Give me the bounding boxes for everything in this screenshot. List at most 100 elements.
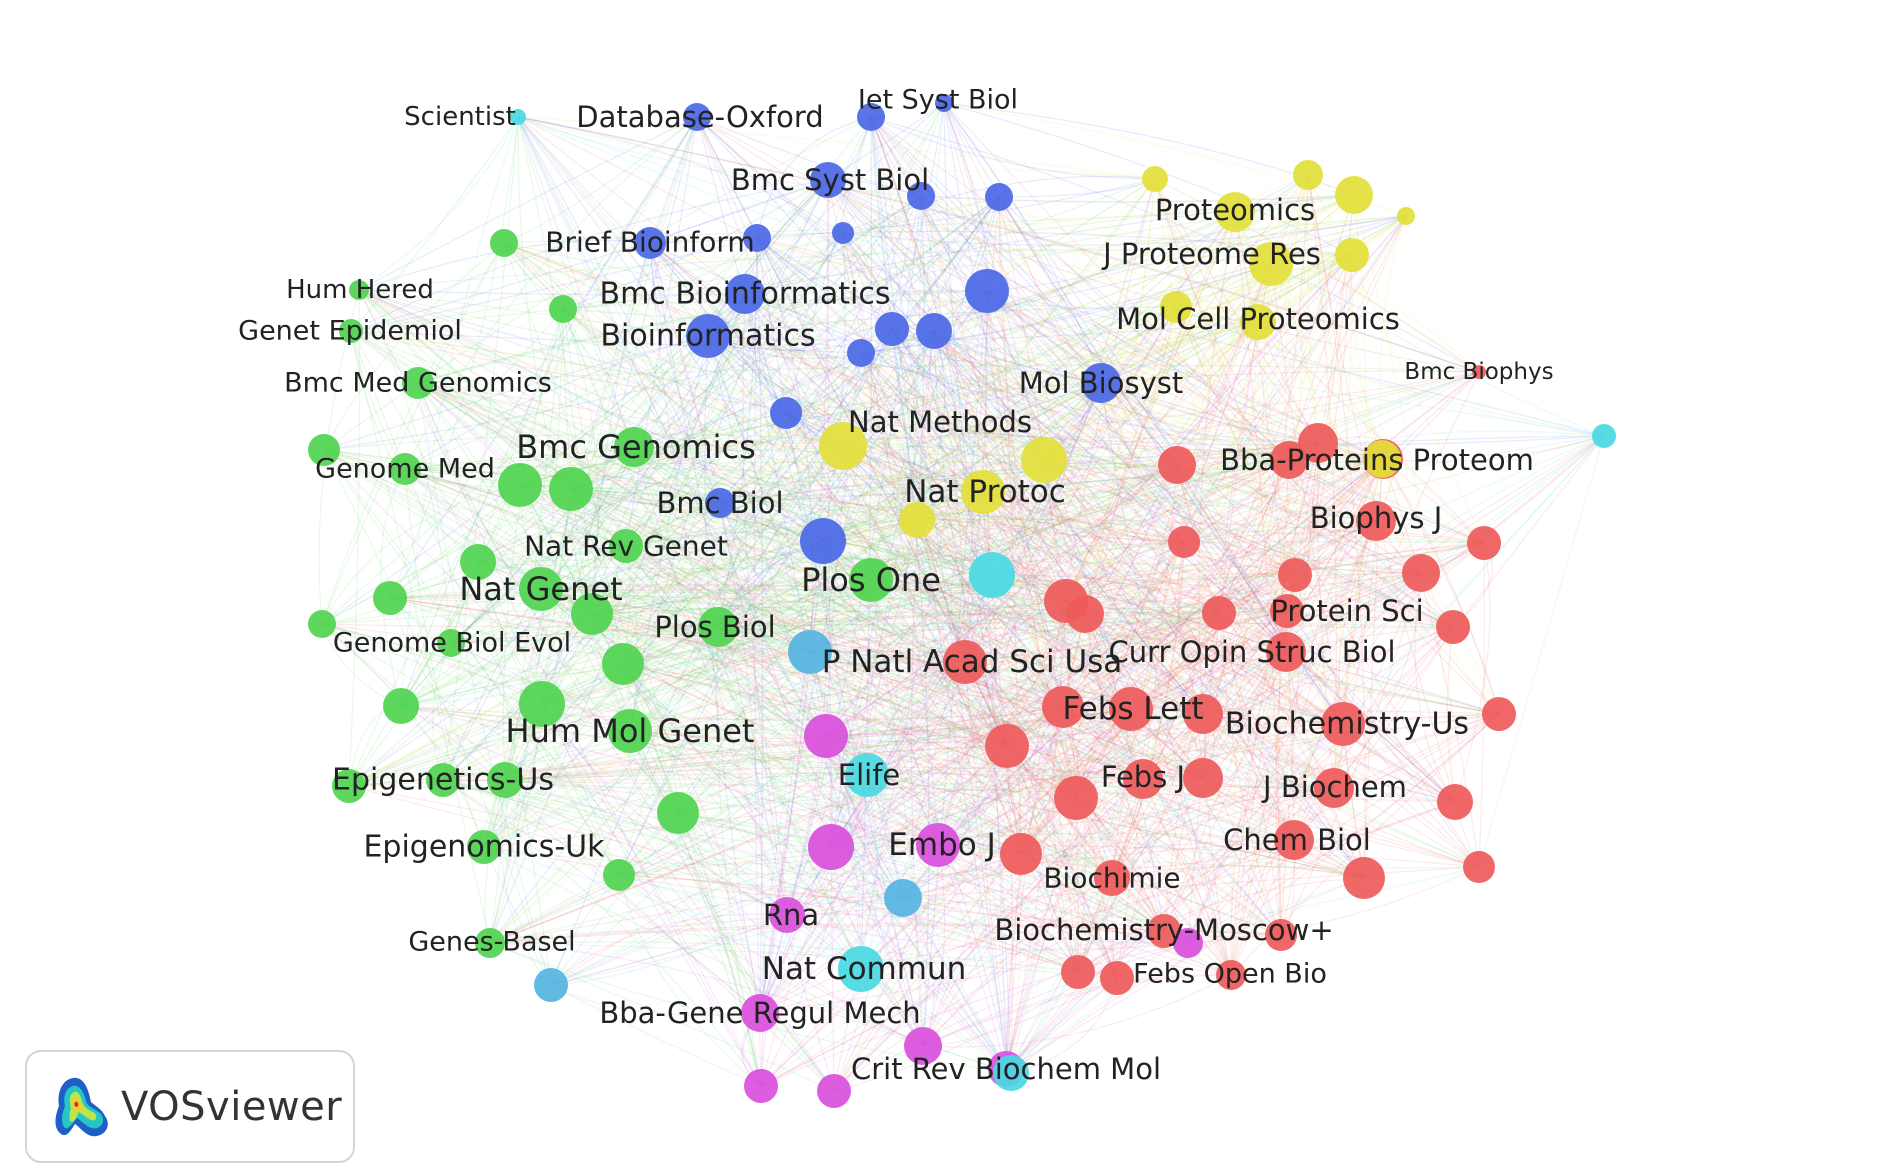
journal-node[interactable] bbox=[705, 488, 735, 518]
journal-node-unlabeled[interactable] bbox=[1482, 697, 1516, 731]
journal-node[interactable] bbox=[1314, 768, 1354, 808]
journal-node[interactable] bbox=[849, 558, 893, 602]
journal-node[interactable] bbox=[614, 427, 654, 467]
journal-node-unlabeled[interactable] bbox=[1293, 160, 1323, 190]
journal-node-unlabeled[interactable] bbox=[1100, 961, 1134, 995]
journal-node-unlabeled[interactable] bbox=[498, 463, 542, 507]
journal-node[interactable] bbox=[389, 453, 421, 485]
journal-node-unlabeled[interactable] bbox=[1437, 784, 1473, 820]
journal-node[interactable] bbox=[519, 567, 563, 611]
journal-node[interactable] bbox=[339, 319, 363, 343]
journal-node[interactable] bbox=[1472, 365, 1486, 379]
journal-node-unlabeled[interactable] bbox=[904, 1027, 942, 1065]
journal-node[interactable] bbox=[349, 280, 369, 300]
journal-node-unlabeled[interactable] bbox=[770, 397, 802, 429]
journal-node-unlabeled[interactable] bbox=[969, 552, 1015, 598]
journal-node-unlabeled[interactable] bbox=[373, 581, 407, 615]
journal-node[interactable] bbox=[1240, 304, 1276, 340]
journal-node-unlabeled[interactable] bbox=[1021, 437, 1067, 483]
journal-node-unlabeled[interactable] bbox=[808, 824, 854, 870]
journal-node-unlabeled[interactable] bbox=[1183, 694, 1223, 734]
journal-node-unlabeled[interactable] bbox=[1335, 238, 1369, 272]
journal-node-unlabeled[interactable] bbox=[1298, 423, 1338, 463]
journal-node[interactable] bbox=[1215, 192, 1255, 232]
journal-node[interactable] bbox=[609, 529, 643, 563]
journal-node[interactable] bbox=[943, 640, 987, 684]
journal-node[interactable] bbox=[686, 314, 730, 358]
journal-node-unlabeled[interactable] bbox=[899, 502, 935, 538]
journal-node[interactable] bbox=[1123, 759, 1163, 799]
journal-node-unlabeled[interactable] bbox=[1173, 928, 1203, 958]
journal-node[interactable] bbox=[1081, 363, 1121, 403]
journal-node-unlabeled[interactable] bbox=[804, 714, 848, 758]
journal-node-unlabeled[interactable] bbox=[602, 643, 644, 685]
journal-node-unlabeled[interactable] bbox=[1363, 440, 1401, 478]
journal-node-unlabeled[interactable] bbox=[1402, 554, 1440, 592]
journal-node-unlabeled[interactable] bbox=[1160, 291, 1192, 323]
journal-node-unlabeled[interactable] bbox=[1054, 776, 1098, 820]
journal-node-unlabeled[interactable] bbox=[744, 1069, 778, 1103]
journal-node-unlabeled[interactable] bbox=[534, 968, 568, 1002]
journal-node[interactable] bbox=[1274, 820, 1314, 860]
journal-node[interactable] bbox=[857, 103, 885, 131]
journal-node-unlabeled[interactable] bbox=[985, 724, 1029, 768]
journal-node[interactable] bbox=[1109, 687, 1153, 731]
journal-node-unlabeled[interactable] bbox=[800, 518, 846, 564]
journal-node-unlabeled[interactable] bbox=[993, 1055, 1029, 1091]
journal-node-unlabeled[interactable] bbox=[985, 183, 1013, 211]
journal-node-unlabeled[interactable] bbox=[1436, 610, 1470, 644]
journal-node-unlabeled[interactable] bbox=[657, 792, 699, 834]
journal-node-unlabeled[interactable] bbox=[1343, 857, 1385, 899]
journal-node-unlabeled[interactable] bbox=[1000, 833, 1042, 875]
journal-node[interactable] bbox=[467, 830, 501, 864]
journal-node-unlabeled[interactable] bbox=[1142, 166, 1168, 192]
journal-node[interactable] bbox=[1356, 501, 1396, 541]
journal-node[interactable] bbox=[916, 823, 960, 867]
journal-node[interactable] bbox=[810, 162, 846, 198]
journal-node-unlabeled[interactable] bbox=[832, 222, 854, 244]
journal-node-unlabeled[interactable] bbox=[907, 182, 935, 210]
journal-node-unlabeled[interactable] bbox=[332, 769, 366, 803]
journal-node[interactable] bbox=[634, 227, 666, 259]
journal-node-unlabeled[interactable] bbox=[916, 313, 952, 349]
journal-node-unlabeled[interactable] bbox=[817, 1074, 851, 1108]
journal-node-unlabeled[interactable] bbox=[603, 859, 635, 891]
journal-node-unlabeled[interactable] bbox=[308, 434, 340, 466]
journal-node-unlabeled[interactable] bbox=[965, 269, 1009, 313]
journal-node-unlabeled[interactable] bbox=[1397, 207, 1415, 225]
journal-node-unlabeled[interactable] bbox=[884, 879, 922, 917]
journal-node-unlabeled[interactable] bbox=[383, 688, 419, 724]
journal-node-unlabeled[interactable] bbox=[1335, 176, 1373, 214]
journal-node-unlabeled[interactable] bbox=[460, 544, 496, 580]
journal-node-unlabeled[interactable] bbox=[935, 94, 953, 112]
journal-node[interactable] bbox=[1266, 632, 1306, 672]
journal-node[interactable] bbox=[510, 109, 526, 125]
journal-node-unlabeled[interactable] bbox=[1158, 446, 1196, 484]
journal-node-unlabeled[interactable] bbox=[490, 229, 518, 257]
journal-node[interactable] bbox=[698, 607, 738, 647]
journal-node[interactable] bbox=[437, 629, 465, 657]
journal-node-unlabeled[interactable] bbox=[1270, 441, 1308, 479]
journal-node-unlabeled[interactable] bbox=[549, 467, 593, 511]
journal-node-unlabeled[interactable] bbox=[308, 610, 336, 638]
journal-node[interactable] bbox=[961, 470, 1005, 514]
journal-node-unlabeled[interactable] bbox=[487, 762, 523, 798]
journal-node-unlabeled[interactable] bbox=[1044, 579, 1088, 623]
journal-node[interactable] bbox=[1249, 242, 1293, 286]
journal-node[interactable] bbox=[725, 274, 765, 314]
journal-node-unlabeled[interactable] bbox=[788, 630, 832, 674]
journal-node[interactable] bbox=[402, 367, 434, 399]
journal-node[interactable] bbox=[769, 897, 805, 933]
journal-node-unlabeled[interactable] bbox=[1592, 424, 1616, 448]
journal-node[interactable] bbox=[1147, 914, 1181, 948]
journal-node-unlabeled[interactable] bbox=[1168, 526, 1200, 558]
journal-node[interactable] bbox=[845, 753, 889, 797]
journal-node[interactable] bbox=[608, 709, 652, 753]
journal-node[interactable] bbox=[819, 422, 867, 470]
journal-node-unlabeled[interactable] bbox=[1265, 919, 1297, 951]
journal-node[interactable] bbox=[838, 946, 884, 992]
journal-node-unlabeled[interactable] bbox=[1467, 526, 1501, 560]
journal-node-unlabeled[interactable] bbox=[1463, 851, 1495, 883]
journal-node-unlabeled[interactable] bbox=[549, 295, 577, 323]
journal-node[interactable] bbox=[1216, 960, 1246, 990]
